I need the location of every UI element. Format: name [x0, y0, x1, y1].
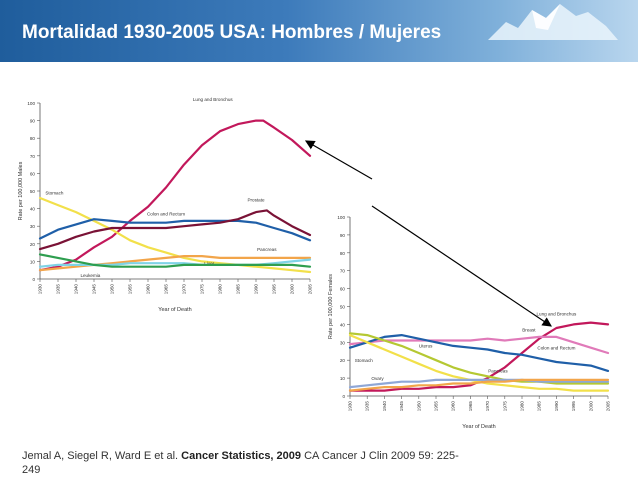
males-y-tick-label: 100 [27, 101, 35, 106]
females-y-tick-label: 80 [340, 251, 346, 256]
males-y-tick-label: 60 [30, 171, 36, 176]
females-y-tick-label: 0 [342, 394, 345, 399]
females-label-pancreas: Pancreas [488, 369, 508, 374]
females-label-breast: Breast [522, 328, 536, 333]
females-x-axis-label: Year of Death [462, 424, 495, 430]
females-x-tick-label: 1965 [468, 401, 473, 412]
males-chart-svg: 0 10 20 30 40 50 60 70 80 90 100 1930 1935 1940 1945 19… [18, 97, 313, 313]
males-mortality-chart: 0 10 20 30 40 50 60 70 80 90 100 1930 1935 1940 1945 19… [14, 93, 320, 318]
males-x-tick-label: 1955 [128, 284, 133, 295]
males-x-tick-label: 2000 [290, 284, 295, 295]
females-y-tick-label: 50 [340, 305, 346, 310]
males-x-tick-label: 1975 [200, 284, 205, 295]
males-y-tick-label: 40 [30, 207, 36, 212]
females-label-uterus: Uterus [419, 344, 433, 349]
males-x-axis-label: Year of Death [158, 307, 191, 313]
females-y-tick-label: 10 [340, 376, 346, 381]
males-series-stomach [38, 196, 312, 274]
females-series-uterus [348, 332, 610, 385]
females-mortality-chart: 0 10 20 30 40 50 60 70 80 90 100 1930 1935 1940 1945 19… [326, 208, 616, 434]
females-x-tick-label: 1955 [434, 401, 439, 412]
citation-journal: CA Cancer J Clin 2009 59: 225-249 [22, 450, 459, 476]
females-label-stomach: Stomach [355, 358, 374, 363]
males-label-leukemia: Leukemia [80, 273, 100, 278]
females-y-tick-label: 100 [337, 215, 345, 220]
females-x-tick-label: 1990 [554, 401, 559, 412]
males-x-tick-label: 1960 [146, 284, 151, 295]
males-label-lung-and-bronchus: Lung and Bronchus [193, 97, 234, 102]
citation-title: Cancer Statistics, 2009 [181, 450, 302, 462]
slide-title: Mortalidad 1930-2005 USA: Hombres / Muje… [22, 22, 442, 43]
males-x-tick-label: 1945 [92, 284, 97, 295]
males-y-tick-label: 30 [30, 224, 36, 229]
iceberg-illustration [488, 4, 618, 40]
citation-authors: Jemal A, Siegel R, Ward E et al. [22, 450, 179, 462]
males-y-tick-label: 10 [30, 259, 36, 264]
males-x-tick-label: 1990 [254, 284, 259, 295]
males-y-tick-label: 80 [30, 136, 36, 141]
females-label-lung-and-bronchus: Lung and Bronchus [536, 311, 577, 316]
females-x-tick-label: 2005 [606, 401, 611, 412]
females-x-tick-label: 2000 [588, 401, 593, 412]
males-x-tick-label: 1950 [110, 284, 115, 295]
females-y-tick-label: 70 [340, 269, 346, 274]
males-y-tick-label: 70 [30, 154, 36, 159]
males-label-liver: Liver [204, 261, 214, 266]
females-y-tick-label: 30 [340, 340, 346, 345]
males-x-tick-label: 2005 [308, 284, 313, 295]
males-x-tick-label: 1980 [218, 284, 223, 295]
females-x-tick-label: 1980 [520, 401, 525, 412]
males-series-prostate [38, 209, 312, 251]
males-y-axis-label: Rate per 100,000 Males [18, 161, 24, 220]
females-x-tick-label: 1995 [571, 401, 576, 412]
females-series-colon-and-rectum [348, 334, 610, 372]
citation: Jemal A, Siegel R, Ward E et al. Cancer … [22, 449, 462, 477]
males-x-tick-label: 1930 [38, 284, 43, 295]
males-label-stomach: Stomach [45, 191, 64, 196]
females-series-breast [348, 335, 610, 355]
females-x-tick-label: 1970 [485, 401, 490, 412]
females-x-tick-label: 1985 [537, 401, 542, 412]
females-y-tick-label: 20 [340, 358, 346, 363]
females-x-tick-label: 1960 [451, 401, 456, 412]
females-chart-svg: 0 10 20 30 40 50 60 70 80 90 100 1930 1935 1940 1945 19… [328, 215, 611, 430]
females-label-colon-and-rectum: Colon and Rectum [537, 345, 575, 350]
males-y-tick-label: 90 [30, 119, 36, 124]
females-label-ovary: Ovary [371, 376, 384, 381]
males-y-tick-label: 0 [32, 277, 35, 282]
females-x-tick-label: 1935 [365, 401, 370, 412]
females-y-tick-label: 90 [340, 233, 346, 238]
males-series-lung-and-bronchus [38, 119, 312, 272]
females-series-ovary [348, 378, 610, 389]
males-label-pancreas: Pancreas [257, 247, 277, 252]
females-x-tick-label: 1950 [416, 401, 421, 412]
females-series-pancreas [348, 378, 610, 392]
males-y-tick-label: 50 [30, 189, 36, 194]
females-x-tick-label: 1975 [502, 401, 507, 412]
males-label-colon-and-rectum: Colon and Rectum [147, 212, 185, 217]
males-x-tick-label: 1995 [272, 284, 277, 295]
males-series-colon-and-rectum [38, 218, 312, 242]
females-y-tick-label: 40 [340, 322, 346, 327]
males-series-leukemia [38, 253, 312, 268]
males-label-prostate: Prostate [247, 198, 265, 203]
females-x-tick-label: 1940 [382, 401, 387, 412]
females-y-axis-label: Rate per 100,000 Females [328, 274, 334, 339]
title-bar: Mortalidad 1930-2005 USA: Hombres / Muje… [0, 0, 638, 62]
females-x-tick-label: 1945 [399, 401, 404, 412]
males-y-tick-label: 20 [30, 242, 36, 247]
males-x-tick-label: 1935 [56, 284, 61, 295]
females-x-tick-label: 1930 [348, 401, 353, 412]
males-x-tick-label: 1940 [74, 284, 79, 295]
males-x-tick-label: 1970 [182, 284, 187, 295]
females-y-tick-label: 60 [340, 287, 346, 292]
males-x-tick-label: 1985 [236, 284, 241, 295]
males-x-tick-label: 1965 [164, 284, 169, 295]
